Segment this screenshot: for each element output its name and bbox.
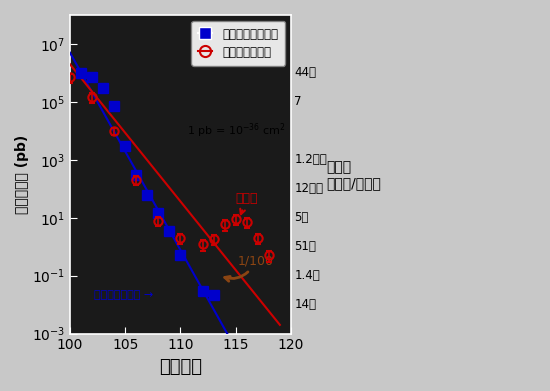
Text: ニホニウム研究 →: ニホニウム研究 → <box>94 290 153 300</box>
Text: 生成率
（時間/原子）: 生成率 （時間/原子） <box>326 160 381 190</box>
Text: 1 pb = 10$^{-36}$ cm$^2$: 1 pb = 10$^{-36}$ cm$^2$ <box>186 122 285 140</box>
Text: 1.4年: 1.4年 <box>294 269 320 282</box>
Text: 5日: 5日 <box>294 211 309 224</box>
Text: 51日: 51日 <box>294 240 316 253</box>
Text: 44秒: 44秒 <box>294 66 316 79</box>
Text: 1.2時間: 1.2時間 <box>294 153 327 166</box>
Y-axis label: 反応断面積 (pb): 反応断面積 (pb) <box>15 135 29 214</box>
Legend: ：冷たい融合反応, ：熱い融合反応: ：冷たい融合反応, ：熱い融合反応 <box>191 21 285 66</box>
Text: 14年: 14年 <box>294 298 316 311</box>
Text: 12時間: 12時間 <box>294 182 323 195</box>
Text: 7: 7 <box>294 95 302 108</box>
Text: 1/100: 1/100 <box>225 254 274 281</box>
Text: 本研究: 本研究 <box>235 192 258 214</box>
X-axis label: 原子番号: 原子番号 <box>159 358 202 376</box>
